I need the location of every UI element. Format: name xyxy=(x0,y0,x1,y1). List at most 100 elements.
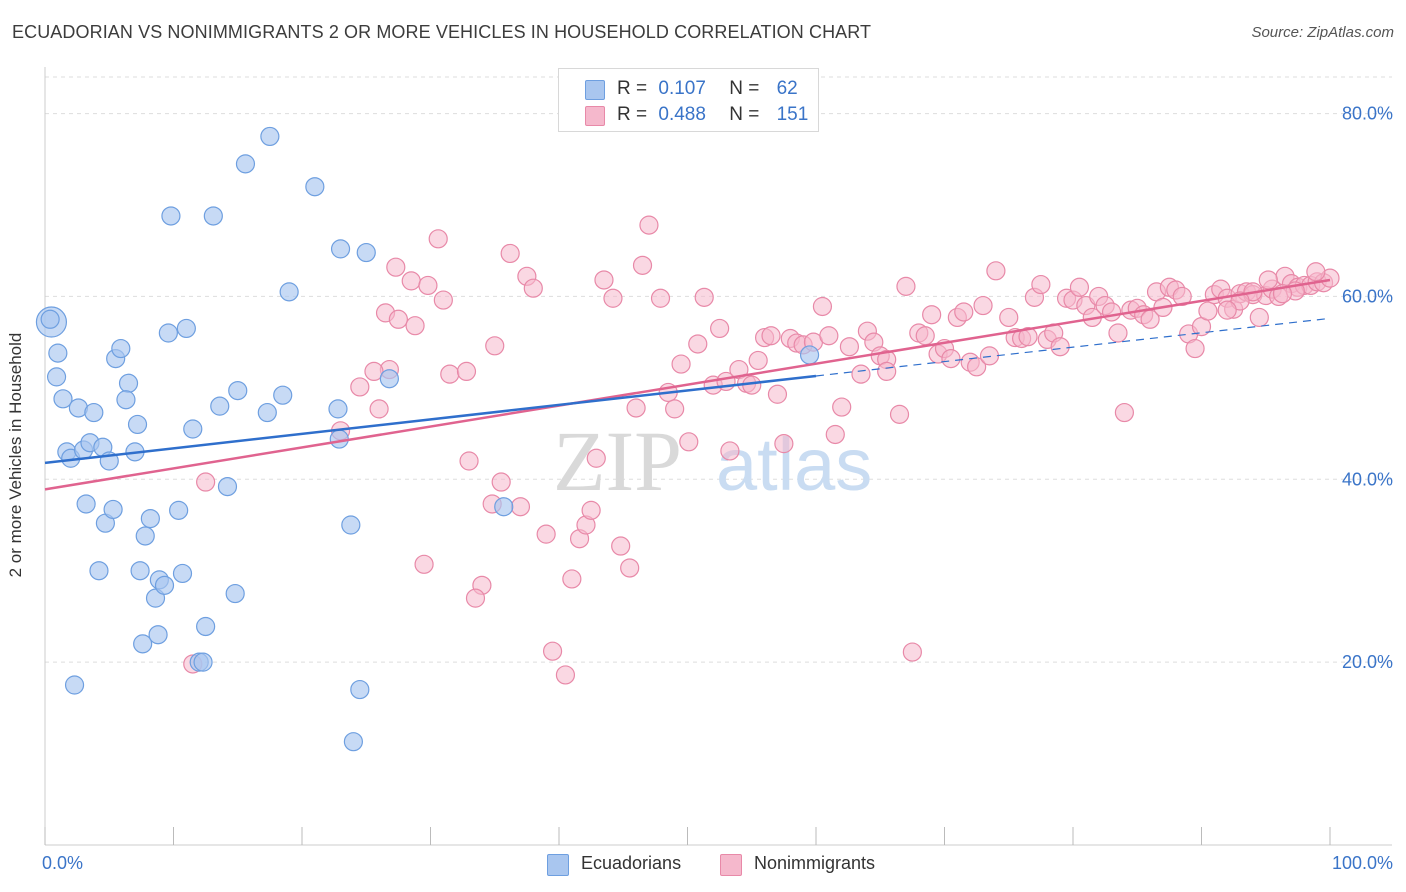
ecuadorians-point xyxy=(279,282,299,302)
legend-n-label: N = xyxy=(729,104,760,125)
watermark-zip: ZIP xyxy=(553,413,682,509)
nonimmigrants-point xyxy=(665,399,685,419)
legend-n-value: 151 xyxy=(776,104,809,125)
ecuadorians-points xyxy=(35,126,820,752)
nonimmigrants-point xyxy=(832,397,852,417)
nonimmigrants-point xyxy=(386,257,406,277)
nonimmigrants-point xyxy=(459,451,479,471)
ecuadorians-point xyxy=(343,732,363,752)
ecuadorians-point xyxy=(210,396,230,416)
nonimmigrants-point xyxy=(465,588,486,608)
nonimmigrants-point xyxy=(941,349,961,369)
ecuadorians-point xyxy=(183,419,203,439)
nonimmigrants-point xyxy=(650,288,671,308)
ecuadorians-point xyxy=(158,323,178,343)
ecuadorians-point xyxy=(799,345,820,365)
legend-r-value: 0.107 xyxy=(658,78,706,99)
legend-n-label: N = xyxy=(729,78,760,99)
x-tick-label: 0.0% xyxy=(42,853,83,873)
nonimmigrants-point xyxy=(1217,300,1237,320)
nonimmigrants-point xyxy=(562,569,582,589)
nonimmigrants-point xyxy=(639,215,659,235)
nonimmigrants-point xyxy=(523,278,543,298)
ecuadorians-point xyxy=(116,390,136,410)
ecuadorians-point xyxy=(328,399,348,419)
nonimmigrants-point xyxy=(1101,302,1122,322)
nonimmigrants-point xyxy=(1031,274,1051,295)
ecuadorians-point xyxy=(172,563,193,584)
tick-labels: 20.0% 40.0% 60.0% 80.0% 0.0% 100.0% xyxy=(42,104,1393,873)
ecuadorians-point xyxy=(148,625,168,645)
ecuadorians-point xyxy=(341,515,361,535)
nonimmigrants-point xyxy=(586,448,606,468)
ecuadorians-point xyxy=(64,675,85,695)
nonimmigrants-point xyxy=(1306,262,1326,282)
nonimmigrants-point xyxy=(679,432,699,452)
legend-r-value: 0.488 xyxy=(658,104,706,125)
nonimmigrants-point xyxy=(1258,270,1278,290)
nonimmigrants-point xyxy=(999,307,1019,328)
bottom-legend-swatch-nonimmigrants xyxy=(720,854,742,876)
nonimmigrants-point xyxy=(671,354,691,374)
ecuadorians-point xyxy=(135,526,155,546)
nonimmigrants-point xyxy=(1198,301,1218,321)
ecuadorians-point xyxy=(46,367,67,387)
nonimmigrants-point xyxy=(632,255,653,275)
ecuadorians-point xyxy=(203,206,223,226)
nonimmigrants-point xyxy=(979,346,1000,366)
legend-r-label: R = xyxy=(617,78,648,99)
nonimmigrants-point xyxy=(902,642,922,662)
nonimmigrants-point xyxy=(922,305,942,325)
nonimmigrants-point xyxy=(720,441,740,461)
nonimmigrants-point xyxy=(877,361,897,381)
ecuadorians-point xyxy=(140,508,160,529)
ecuadorians-point xyxy=(89,561,109,581)
ecuadorians-point xyxy=(494,497,514,517)
ecuadorians-point xyxy=(48,343,68,363)
nonimmigrants-point xyxy=(774,434,794,454)
ecuadorians-point xyxy=(118,373,139,393)
legend-r-label: R = xyxy=(617,104,648,125)
ecuadorians-trend-extension xyxy=(815,317,1331,377)
nonimmigrants-point xyxy=(767,384,788,404)
legend: R = 0.107 N = 62 R = 0.488 N = 151 xyxy=(558,68,819,132)
legend-n-value: 62 xyxy=(776,78,798,99)
nonimmigrants-point xyxy=(986,261,1006,281)
ecuadorians-point xyxy=(257,402,277,423)
y-tick-label: 80.0% xyxy=(1342,104,1393,124)
ecuadorians-point xyxy=(228,381,248,401)
ecuadorians-point xyxy=(196,616,216,637)
nonimmigrants-point xyxy=(491,472,511,492)
nonimmigrants-point xyxy=(819,326,839,346)
ecuadorians-point xyxy=(305,177,325,197)
nonimmigrants-point xyxy=(812,296,833,317)
trend-lines xyxy=(44,278,1331,491)
nonimmigrants-point xyxy=(1108,323,1128,343)
nonimmigrants-point xyxy=(973,295,993,316)
y-tick-label: 40.0% xyxy=(1342,469,1393,489)
nonimmigrants-point xyxy=(710,318,730,339)
nonimmigrants-point xyxy=(196,472,216,492)
ecuadorians-point xyxy=(133,634,153,654)
ecuadorians-point xyxy=(225,583,245,604)
nonimmigrants-point xyxy=(581,500,601,520)
ecuadorians-point xyxy=(53,389,73,409)
nonimmigrants-point xyxy=(603,288,623,308)
ecuadorians-point xyxy=(379,369,399,389)
nonimmigrants-point xyxy=(542,641,563,661)
legend-swatch-ecuadorians xyxy=(585,80,605,100)
nonimmigrants-point xyxy=(761,326,781,346)
bottom-legend-label-ecuadorians: Ecuadorians xyxy=(581,853,682,873)
ecuadorians-point xyxy=(84,402,104,423)
nonimmigrants-point xyxy=(1050,337,1070,357)
nonimmigrants-point xyxy=(839,337,860,357)
y-tick-label: 20.0% xyxy=(1342,652,1393,672)
nonimmigrants-point xyxy=(915,326,935,346)
ecuadorians-point xyxy=(103,499,123,520)
bottom-legend-swatch-ecuadorians xyxy=(547,854,569,876)
nonimmigrants-point xyxy=(889,404,910,424)
nonimmigrants-point xyxy=(350,377,370,397)
nonimmigrants-point xyxy=(500,243,520,264)
nonimmigrants-point xyxy=(510,497,531,517)
